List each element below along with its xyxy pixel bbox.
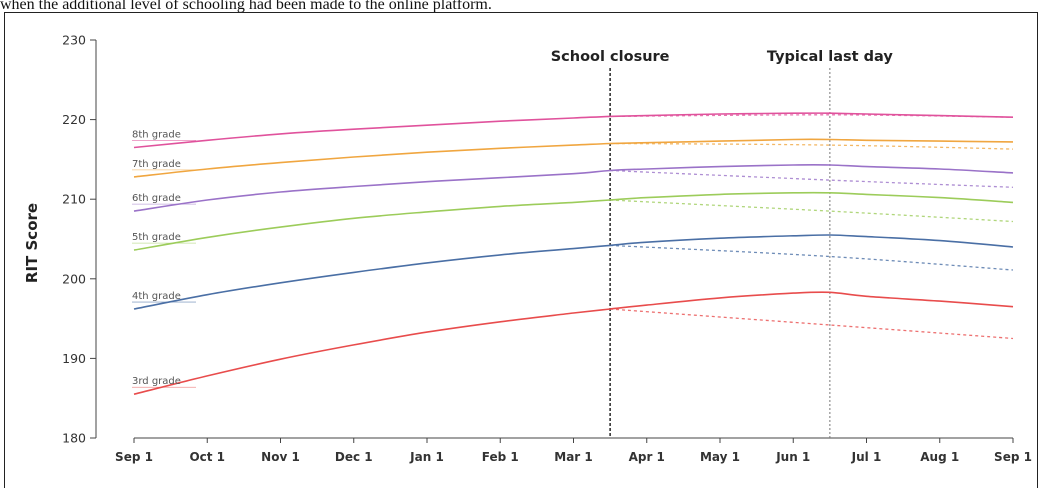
series-projection-6th-grade — [610, 169, 1014, 188]
x-tick-label: Mar 1 — [554, 450, 592, 464]
y-tick-label: 230 — [62, 33, 86, 48]
x-tick-label: May 1 — [700, 450, 740, 464]
caption-text: when the additional level of schooling h… — [0, 0, 492, 13]
series-line-5th-grade — [133, 191, 1014, 251]
annotation-label: School closure — [551, 49, 670, 65]
x-tick-label: Aug 1 — [920, 450, 959, 464]
series-layer: 8th grade 7th grade 6th grade 5th grade 4th … — [132, 112, 1014, 395]
x-tick-label: Feb 1 — [482, 450, 519, 464]
series-projection-3rd-grade — [610, 308, 1014, 340]
series-label: 5th grade — [132, 232, 181, 243]
series-line-6th-grade — [133, 163, 1014, 212]
x-tick-label: Jan 1 — [409, 450, 444, 464]
y-tick-label: 200 — [62, 271, 86, 286]
series-line-4th-grade — [133, 234, 1014, 310]
x-tick-label: Apr 1 — [629, 450, 665, 464]
y-tick-label: 210 — [62, 192, 86, 207]
series-projection-7th-grade — [610, 142, 1014, 150]
series-label: 6th grade — [132, 193, 181, 204]
series-label: 3rd grade — [132, 376, 181, 387]
y-axis-title: RIT Score — [23, 203, 41, 283]
annotation-label: Typical last day — [767, 49, 893, 65]
x-tick-label: Sep 1 — [994, 450, 1032, 464]
series-projection-5th-grade — [610, 199, 1014, 223]
y-tick-label: 190 — [62, 351, 86, 366]
series-line-8th-grade — [133, 112, 1014, 149]
series-label: 4th grade — [132, 291, 181, 302]
series-projection-4th-grade — [610, 244, 1014, 271]
x-tick-label: Jul 1 — [851, 450, 882, 464]
series-label: 7th grade — [132, 159, 181, 170]
figure-frame — [4, 12, 1038, 488]
series-label: 8th grade — [132, 129, 181, 140]
x-tick-label: Jun 1 — [775, 450, 810, 464]
x-tick-label: Nov 1 — [261, 450, 300, 464]
series-line-7th-grade — [133, 138, 1014, 178]
chart-axes: 180 190 200 210 220 230 Sep 1 Oct 1 Nov 1 Dec 1 Ja… — [62, 33, 1032, 465]
x-tick-label: Sep 1 — [115, 450, 153, 464]
x-tick-label: Dec 1 — [335, 450, 373, 464]
y-tick-label: 180 — [62, 431, 86, 446]
chart-annotations: School closure Typical last day — [551, 49, 893, 438]
y-tick-label: 220 — [62, 112, 86, 127]
x-tick-label: Oct 1 — [189, 450, 225, 464]
series-line-3rd-grade — [133, 291, 1014, 395]
